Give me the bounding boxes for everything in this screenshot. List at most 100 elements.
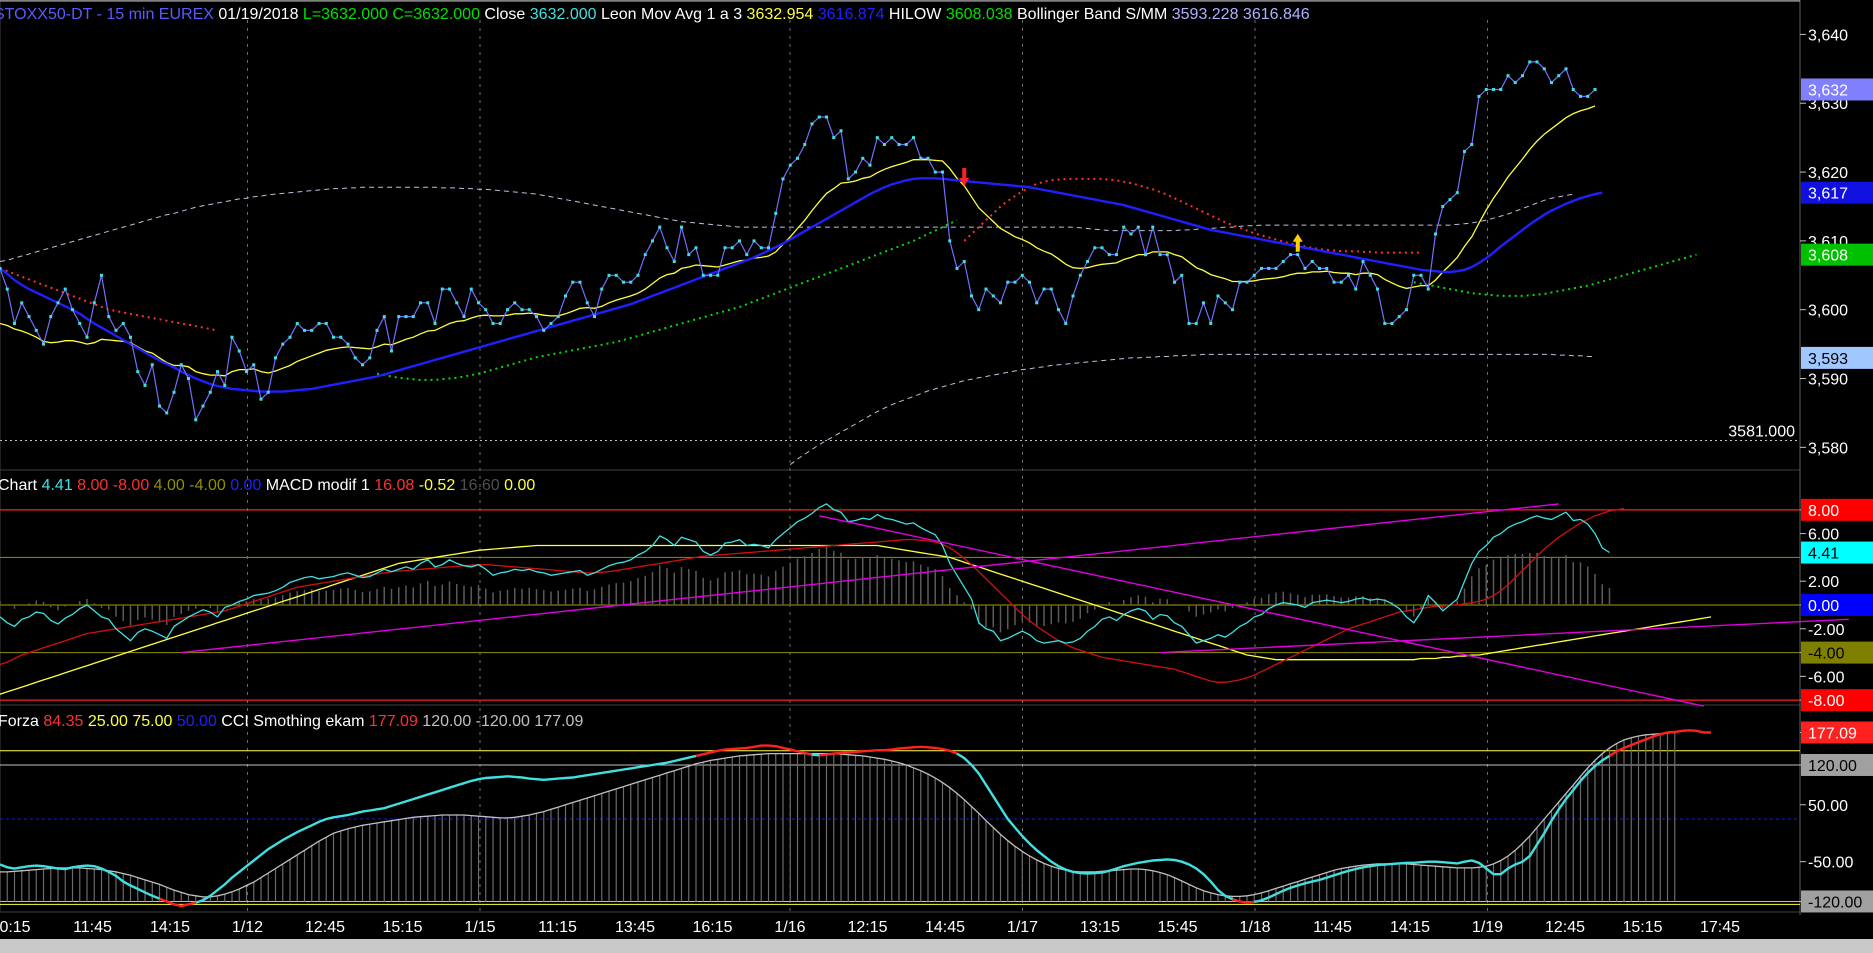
- close-point: [1071, 294, 1075, 298]
- close-point: [1499, 87, 1503, 91]
- axis-tick-label: 3,620: [1808, 165, 1848, 182]
- close-point: [1100, 246, 1104, 250]
- close-point: [346, 342, 350, 346]
- close-point: [535, 315, 538, 319]
- time-tick-label: 14:45: [925, 919, 965, 936]
- close-point: [484, 308, 488, 312]
- close-point: [462, 315, 466, 319]
- close-point: [832, 136, 836, 140]
- close-point: [868, 163, 872, 167]
- cci-line: [695, 744, 813, 758]
- close-point: [1513, 81, 1517, 85]
- close-point: [774, 211, 778, 215]
- close-point: [411, 315, 415, 319]
- value-tag-label: 4.41: [1808, 546, 1839, 563]
- close-point: [469, 287, 473, 291]
- close-point: [513, 301, 517, 305]
- time-tick-label: 13:15: [1080, 919, 1120, 936]
- close-point: [42, 342, 45, 346]
- value-tag: [1801, 594, 1873, 616]
- time-tick-label: 16:15: [692, 919, 732, 936]
- time-tick-label: 1/16: [774, 919, 805, 936]
- legend-item-9: 177.09: [530, 713, 583, 730]
- time-tick-label: 1/19: [1472, 919, 1503, 936]
- close-point: [564, 294, 567, 298]
- close-point: [527, 308, 531, 312]
- time-tick-label: 15:15: [1622, 919, 1662, 936]
- close-point: [1136, 225, 1140, 229]
- axis-tick-label: -50.00: [1808, 855, 1853, 872]
- close-point: [368, 356, 372, 360]
- axis-tick-label: -6.00: [1808, 669, 1845, 686]
- legend-item-8: 16.08: [370, 477, 415, 494]
- close-point: [839, 129, 843, 133]
- sell-arrow-icon: [959, 168, 970, 187]
- axis-tick-label: 3,580: [1808, 440, 1848, 457]
- cci-line: [159, 897, 197, 908]
- close-point: [745, 253, 749, 257]
- value-tag-label: 3,617: [1808, 186, 1848, 203]
- close-point: [361, 363, 364, 367]
- close-point: [1202, 301, 1205, 305]
- legend-item-7: Leon Mov Avg 1 a 3: [597, 6, 743, 23]
- close-point: [709, 273, 712, 277]
- close-point: [614, 273, 618, 277]
- close-point: [252, 363, 256, 367]
- horizontal-scrollbar[interactable]: [0, 939, 1873, 953]
- close-point: [1122, 225, 1126, 229]
- close-point: [1042, 287, 1046, 291]
- close-point: [984, 287, 988, 291]
- close-point: [861, 156, 865, 160]
- close-point: [1463, 149, 1466, 153]
- close-point: [817, 115, 821, 119]
- close-point: [1434, 232, 1437, 236]
- legend-item-0: STOXX50-DT - 15 min: [0, 6, 154, 23]
- close-point: [194, 418, 198, 422]
- close-point: [397, 315, 401, 319]
- close-point: [542, 328, 546, 332]
- time-tick-label: 11:15: [538, 919, 577, 936]
- close-point: [237, 349, 241, 353]
- close-point: [433, 321, 437, 325]
- close-point: [158, 404, 161, 408]
- close-point: [208, 390, 212, 394]
- close-point: [310, 328, 314, 332]
- close-point: [1216, 294, 1220, 298]
- close-point: [419, 301, 422, 305]
- time-tick-label: 12:15: [847, 919, 887, 936]
- legend-item-4: C=3632.000: [388, 6, 480, 23]
- close-point: [933, 170, 937, 174]
- axis-tick-label: 3,640: [1808, 27, 1848, 44]
- close-point: [1318, 266, 1321, 270]
- close-point: [317, 321, 321, 325]
- close-point: [375, 328, 379, 332]
- close-point: [223, 383, 227, 387]
- close-point: [1245, 280, 1249, 284]
- legend-item-4: 4.00: [149, 477, 185, 494]
- close-point: [201, 404, 205, 408]
- axis-tick-label: 3,630: [1808, 96, 1848, 113]
- close-point: [1296, 253, 1300, 257]
- bollinger-upper-line: [0, 186, 1574, 262]
- legend-item-14: 3616.846: [1238, 6, 1309, 23]
- close-point: [680, 225, 683, 229]
- close-point: [281, 342, 285, 346]
- macd-trendline: [819, 515, 1704, 707]
- close-point: [571, 280, 575, 284]
- close-point: [520, 308, 524, 312]
- close-point: [1347, 273, 1350, 277]
- close-point: [1571, 87, 1575, 91]
- close-point: [1361, 260, 1365, 264]
- axis-tick-label: 50.00: [1808, 798, 1848, 815]
- close-point: [803, 143, 807, 147]
- time-axis-layer: 0:15 11:45 14:15 1/12 12:45 15:15 1/15 11:15 13:…: [0, 919, 1740, 936]
- macd-trendline: [1159, 618, 1849, 654]
- reference-line-label: 3581.000: [1728, 423, 1795, 440]
- price-series-layer: [0, 60, 1697, 465]
- close-point: [1339, 280, 1343, 284]
- close-point: [926, 156, 930, 160]
- close-point: [549, 321, 553, 325]
- legend-item-11: 0.00: [500, 477, 536, 494]
- time-tick-label: 13:45: [615, 919, 655, 936]
- close-point: [448, 287, 451, 291]
